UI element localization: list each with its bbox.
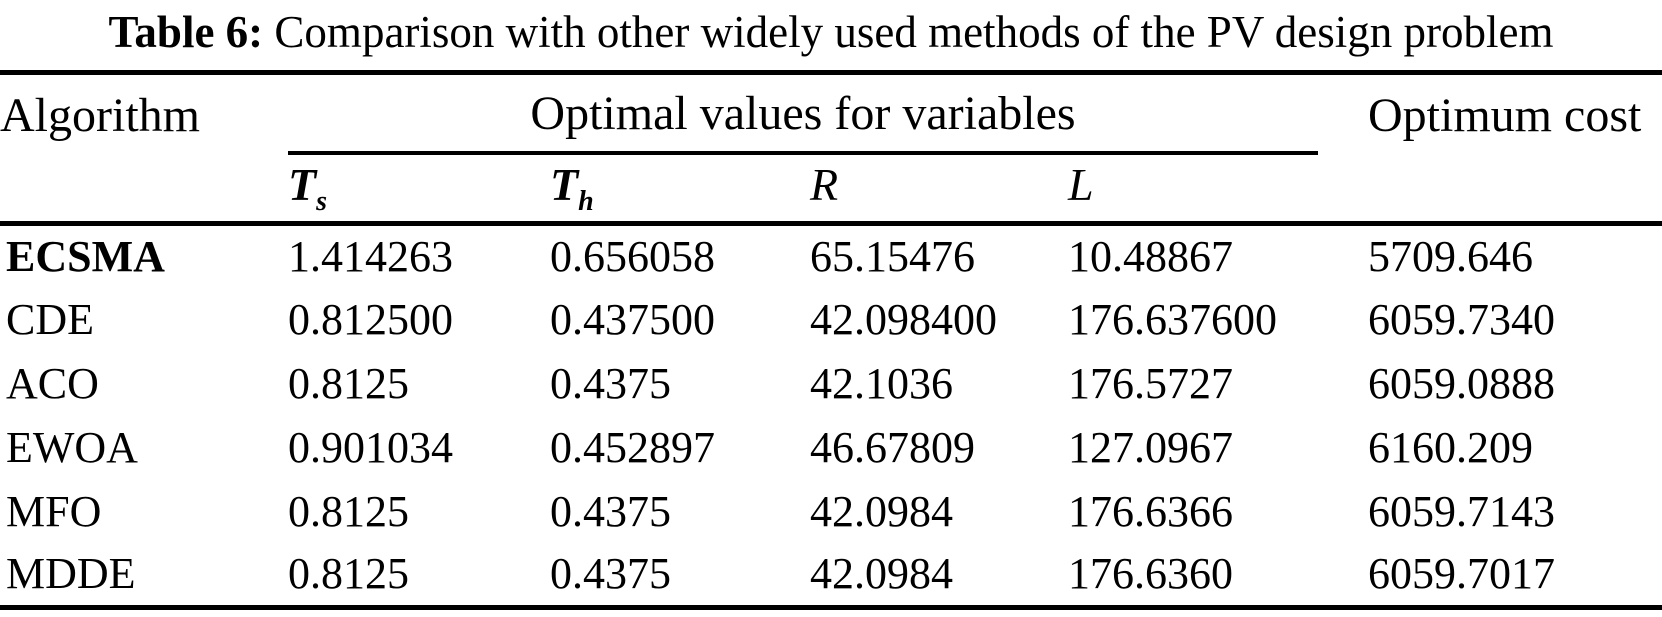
table-row: CDE 0.812500 0.437500 42.098400 176.6376… xyxy=(0,287,1662,351)
cell-l: 10.48867 xyxy=(1068,231,1233,281)
comparison-table: Algorithm Optimal values for variables O… xyxy=(0,70,1662,610)
table-caption-text: Comparison with other widely used method… xyxy=(263,7,1554,57)
cell-cost: 6059.7143 xyxy=(1368,486,1555,536)
subheader-empty-left xyxy=(0,155,288,223)
cell-cost: 5709.646 xyxy=(1368,231,1533,281)
table-row: ECSMA 1.414263 0.656058 65.15476 10.4886… xyxy=(0,223,1662,287)
cell-cost: 6059.0888 xyxy=(1368,358,1555,408)
cell-ts: 0.8125 xyxy=(288,358,409,408)
cell-r: 42.0984 xyxy=(810,486,953,536)
cell-algorithm: MDDE xyxy=(6,549,136,599)
table-row: MFO 0.8125 0.4375 42.0984 176.6366 6059.… xyxy=(0,479,1662,543)
table-row: ACO 0.8125 0.4375 42.1036 176.5727 6059.… xyxy=(0,351,1662,415)
cell-ts: 1.414263 xyxy=(288,231,453,281)
cell-ts: 0.812500 xyxy=(288,294,453,344)
table-subheader-row: Ts Th R L xyxy=(0,155,1662,223)
cell-th: 0.4375 xyxy=(550,358,671,408)
cell-algorithm: ACO xyxy=(6,358,99,408)
cell-l: 127.0967 xyxy=(1068,422,1233,472)
subheader-var-r: R xyxy=(810,158,839,210)
group-header-label: Optimal values for variables xyxy=(530,86,1076,140)
cell-r: 42.0984 xyxy=(810,549,953,599)
table-row: EWOA 0.901034 0.452897 46.67809 127.0967… xyxy=(0,415,1662,479)
cell-algorithm: ECSMA xyxy=(6,231,165,281)
cell-th: 0.4375 xyxy=(550,549,671,599)
cell-th: 0.452897 xyxy=(550,422,715,472)
cell-l: 176.5727 xyxy=(1068,358,1233,408)
cell-algorithm: MFO xyxy=(6,486,102,536)
header-group: Optimal values for variables xyxy=(288,73,1368,155)
cell-ts: 0.8125 xyxy=(288,549,409,599)
cell-l: 176.637600 xyxy=(1068,294,1277,344)
table-row: MDDE 0.8125 0.4375 42.0984 176.6360 6059… xyxy=(0,543,1662,607)
subheader-var-ts: Ts xyxy=(288,158,328,217)
cell-r: 42.1036 xyxy=(810,358,953,408)
cell-l: 176.6360 xyxy=(1068,549,1233,599)
header-algorithm: Algorithm xyxy=(0,88,200,142)
cell-r: 42.098400 xyxy=(810,294,997,344)
table-caption: Table 6: Comparison with other widely us… xyxy=(0,0,1662,70)
cell-ts: 0.8125 xyxy=(288,486,409,536)
subheader-var-th: Th xyxy=(550,158,594,217)
subheader-empty-right xyxy=(1368,155,1662,223)
subheader-var-l: L xyxy=(1068,158,1094,210)
cell-algorithm: CDE xyxy=(6,294,94,344)
cell-cost: 6160.209 xyxy=(1368,422,1533,472)
table-caption-label: Table 6: xyxy=(108,7,264,57)
cell-th: 0.4375 xyxy=(550,486,671,536)
cell-r: 65.15476 xyxy=(810,231,975,281)
cell-r: 46.67809 xyxy=(810,422,975,472)
cell-ts: 0.901034 xyxy=(288,422,453,472)
cell-cost: 6059.7340 xyxy=(1368,294,1555,344)
cell-th: 0.437500 xyxy=(550,294,715,344)
cell-th: 0.656058 xyxy=(550,231,715,281)
group-header-rule: Optimal values for variables xyxy=(288,75,1318,155)
cell-cost: 6059.7017 xyxy=(1368,549,1555,599)
cell-algorithm: EWOA xyxy=(6,422,138,472)
cell-l: 176.6366 xyxy=(1068,486,1233,536)
table-header-row: Algorithm Optimal values for variables O… xyxy=(0,72,1662,155)
header-optimum-cost: Optimum cost xyxy=(1368,88,1642,142)
